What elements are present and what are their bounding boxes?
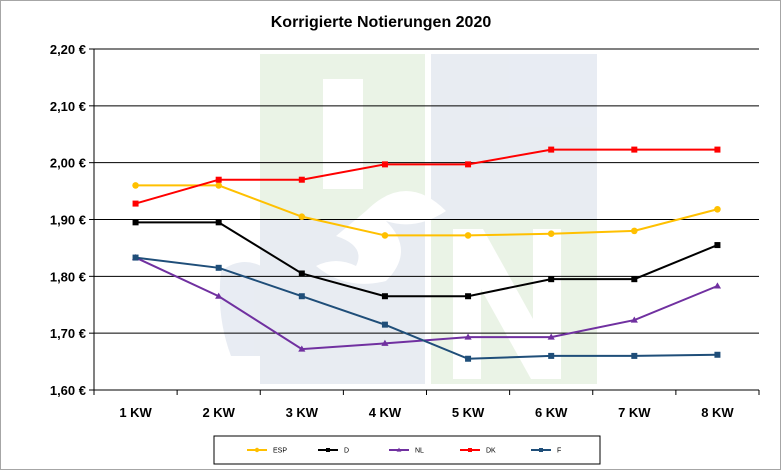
data-point — [630, 316, 638, 323]
legend-swatch-marker — [468, 448, 472, 452]
chart-title: Korrigierte Notierungen 2020 — [271, 14, 492, 31]
gridlines — [94, 48, 759, 334]
data-point — [547, 333, 555, 340]
x-axis-ticks: 1 KW 2 KW 3 KW 4 KW 5 KW 6 KW 7 KW 8 KW — [93, 390, 760, 420]
data-point — [714, 242, 721, 249]
series-line — [135, 148, 718, 205]
data-point — [381, 161, 388, 168]
data-point — [381, 293, 388, 300]
legend-label: NL — [415, 448, 424, 455]
y-axis-ticks: 1,60 € 1,70 € 1,80 € 1,90 € 2,00 € 2,10 € 2,20… — [50, 42, 94, 398]
legend-item-dk: DK — [460, 448, 496, 455]
data-point — [631, 276, 638, 283]
series-f — [132, 254, 721, 362]
y-tick-label: 2,20 € — [50, 42, 86, 57]
data-point — [548, 146, 555, 153]
y-tick-label: 1,80 € — [50, 269, 86, 284]
data-point — [547, 230, 555, 238]
legend-label: ESP — [273, 448, 287, 455]
x-tick-label: 2 KW — [202, 405, 235, 420]
data-point — [215, 182, 222, 189]
y-tick-label: 2,00 € — [50, 156, 86, 171]
y-tick-label: 1,60 € — [50, 383, 86, 398]
data-point — [132, 254, 139, 261]
x-tick-label: 1 KW — [119, 405, 152, 420]
data-point — [298, 270, 305, 277]
data-point — [132, 219, 139, 226]
legend-swatch-marker — [254, 447, 260, 453]
data-point — [132, 200, 139, 207]
data-point — [464, 333, 472, 340]
data-point — [381, 321, 388, 328]
data-point — [464, 232, 472, 239]
y-tick-label: 1,90 € — [50, 213, 86, 228]
data-point — [381, 232, 389, 239]
data-point — [215, 176, 222, 183]
series-line — [135, 256, 718, 360]
legend-swatch-marker — [539, 448, 543, 452]
data-point — [631, 146, 638, 153]
y-tick-label: 1,70 € — [50, 326, 86, 341]
legend: ESP D NL DK F — [213, 435, 601, 465]
data-point — [548, 352, 555, 359]
series-dk — [132, 146, 721, 207]
data-point — [298, 345, 306, 352]
data-point — [713, 282, 722, 289]
series-group — [131, 146, 722, 362]
data-point — [465, 355, 472, 362]
legend-item-esp: ESP — [247, 448, 287, 455]
data-point — [714, 205, 721, 213]
data-point — [631, 352, 638, 359]
series-line — [135, 221, 718, 298]
data-point — [714, 146, 721, 153]
series-line — [135, 184, 718, 237]
legend-swatch-marker — [326, 448, 330, 452]
legend-label: DK — [486, 448, 496, 455]
x-tick-label: 4 KW — [369, 405, 402, 420]
data-point — [298, 176, 305, 183]
legend-item-nl: NL — [389, 448, 424, 455]
series-line — [135, 256, 718, 351]
x-tick-label: 3 KW — [286, 405, 319, 420]
data-point — [298, 293, 305, 300]
legend-label: F — [557, 448, 561, 455]
data-point — [548, 276, 555, 283]
data-point — [298, 213, 306, 220]
y-tick-label: 2,10 € — [50, 99, 86, 114]
data-point — [132, 182, 139, 189]
legend-label: D — [344, 448, 349, 455]
x-tick-label: 6 KW — [535, 405, 568, 420]
x-tick-label: 8 KW — [701, 405, 734, 420]
data-point — [215, 219, 222, 226]
data-point — [714, 351, 721, 358]
x-tick-label: 7 KW — [618, 405, 651, 420]
data-point — [215, 292, 223, 299]
x-tick-label: 5 KW — [452, 405, 485, 420]
data-point — [465, 293, 472, 300]
legend-swatch-marker — [396, 447, 402, 452]
series-d — [132, 219, 721, 300]
data-point — [381, 339, 389, 346]
data-point — [631, 227, 638, 235]
legend-item-d: D — [318, 448, 349, 455]
series-esp — [132, 182, 721, 239]
data-point — [215, 264, 222, 271]
legend-item-f: F — [531, 448, 561, 455]
data-point — [465, 161, 472, 168]
